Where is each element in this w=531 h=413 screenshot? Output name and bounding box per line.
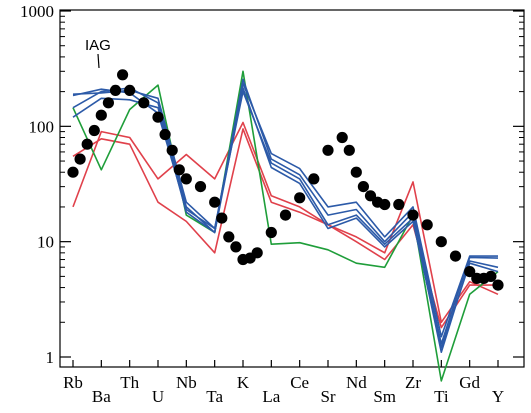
series-line-4 xyxy=(72,82,498,338)
iag-dot xyxy=(322,144,334,156)
iag-dot xyxy=(230,241,242,253)
iag-annotation: IAG xyxy=(85,37,111,54)
x-tick-label-rb: Rb xyxy=(63,373,83,392)
iag-dot xyxy=(350,166,362,178)
series-line-1 xyxy=(72,121,499,324)
iag-dot xyxy=(166,144,178,156)
x-tick-label-k: K xyxy=(237,373,250,392)
iag-dot xyxy=(336,131,348,144)
x-tick-label-nd: Nd xyxy=(346,373,367,392)
iag-dot xyxy=(379,198,391,211)
series-line-5 xyxy=(72,78,499,345)
x-tick-label-sr: Sr xyxy=(320,387,335,406)
y-axis: 1 10 100 1000 xyxy=(20,2,524,367)
x-tick-label-y: Y xyxy=(492,387,504,406)
iag-dot xyxy=(421,219,433,231)
x-tick-label-nb: Nb xyxy=(176,373,197,392)
y-tick-label: 1000 xyxy=(20,2,54,21)
iag-dot xyxy=(265,226,277,239)
y-tick-label: 100 xyxy=(29,117,55,136)
iag-dot xyxy=(81,138,93,150)
iag-dot xyxy=(180,173,192,185)
iag-annotation-leader xyxy=(97,53,100,69)
iag-dot xyxy=(407,209,419,221)
iag-dot xyxy=(159,128,171,141)
x-tick-label-ta: Ta xyxy=(206,387,223,406)
iag-dot xyxy=(435,236,447,248)
iag-dot xyxy=(95,109,107,121)
iag-dot xyxy=(393,198,405,211)
x-tick-label-zr: Zr xyxy=(405,373,421,392)
iag-dot xyxy=(279,209,292,221)
iag-dot xyxy=(124,84,136,96)
y-tick-label: 10 xyxy=(37,233,54,252)
iag-dot xyxy=(364,190,377,202)
iag-dot xyxy=(117,69,129,81)
plot-frame xyxy=(59,9,525,368)
series-line-3 xyxy=(72,70,499,382)
iag-dot xyxy=(223,231,235,243)
iag-dot xyxy=(357,181,369,193)
iag-dot xyxy=(343,144,355,156)
y-tick-label: 1 xyxy=(46,348,55,367)
x-axis: Rb Ba Th U Nb Ta K La Ce Sr Nd Sm Zr Ti Gd Y xyxy=(63,360,504,406)
iag-dot xyxy=(492,279,504,291)
iag-dot xyxy=(209,196,221,208)
iag-dot xyxy=(251,247,263,259)
iag-dot xyxy=(152,111,164,123)
iag-dot xyxy=(102,97,114,109)
iag-dot xyxy=(485,270,497,282)
iag-dot xyxy=(173,164,185,176)
iag-dot xyxy=(138,97,150,109)
x-tick-label-ba: Ba xyxy=(92,387,111,406)
x-tick-label-la: La xyxy=(262,387,280,406)
iag-dot xyxy=(308,173,320,185)
iag-dot xyxy=(449,250,462,262)
x-tick-label-th: Th xyxy=(120,373,139,392)
iag-dot xyxy=(88,124,100,137)
iag-dot xyxy=(74,153,86,165)
series-line-2 xyxy=(72,128,498,329)
x-tick-label-u: U xyxy=(152,387,164,406)
x-tick-label-sm: Sm xyxy=(373,387,396,406)
iag-dot xyxy=(109,84,122,96)
iag-dot xyxy=(216,212,228,224)
iag-dots xyxy=(67,69,504,291)
x-tick-label-gd: Gd xyxy=(459,373,480,392)
iag-dot xyxy=(194,181,207,193)
iag-dot xyxy=(464,266,476,278)
x-tick-label-ce: Ce xyxy=(290,373,309,392)
iag-dot xyxy=(294,192,306,204)
iag-dot xyxy=(67,166,79,178)
x-tick-label-ti: Ti xyxy=(434,387,449,406)
series-lines xyxy=(72,70,499,382)
